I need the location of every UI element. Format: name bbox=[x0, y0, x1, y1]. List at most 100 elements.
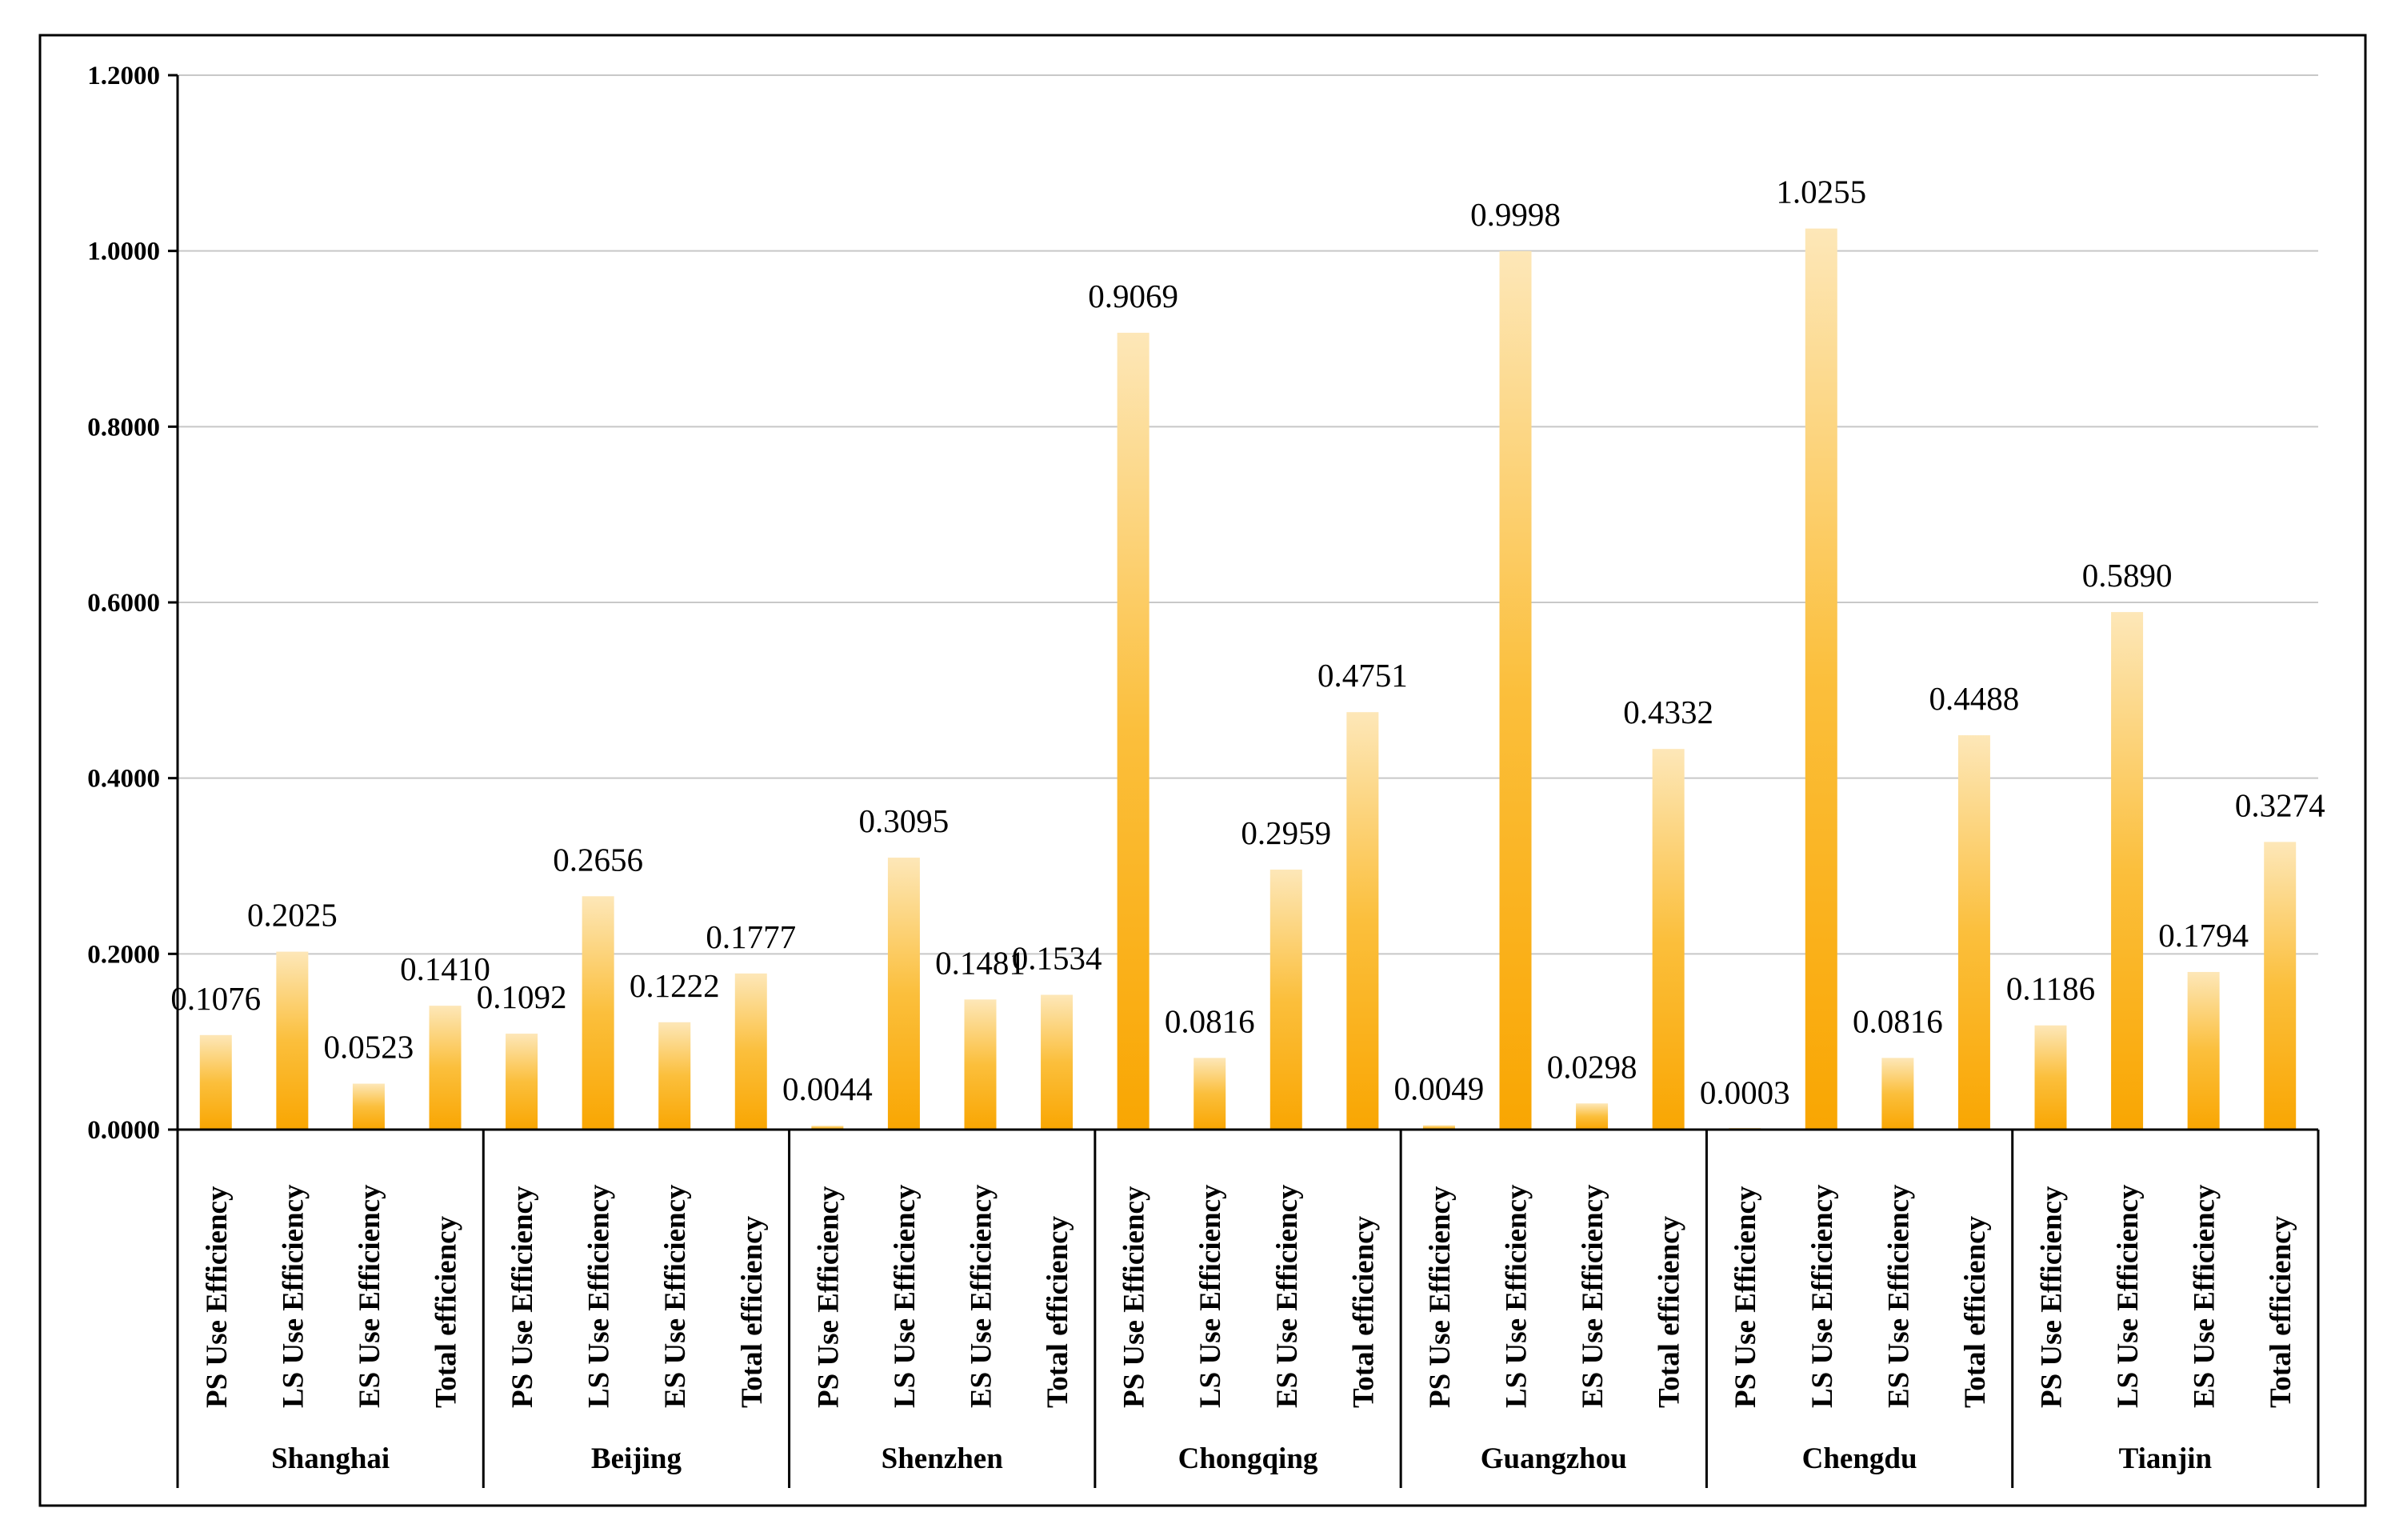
x-category-label: PS Use Efficiency bbox=[1424, 1186, 1457, 1408]
bar[interactable] bbox=[734, 973, 767, 1130]
x-category-label: Total efficiency bbox=[1042, 1215, 1074, 1408]
x-category-label: ES Use Efficiency bbox=[1271, 1184, 1304, 1408]
bar[interactable] bbox=[276, 951, 309, 1130]
data-label: 0.2025 bbox=[247, 897, 338, 934]
bar[interactable] bbox=[429, 1006, 462, 1130]
x-category-label: LS Use Efficiency bbox=[889, 1184, 922, 1408]
data-label: 0.1794 bbox=[2158, 917, 2249, 954]
y-tick-label: 0.2000 bbox=[87, 940, 160, 969]
bar[interactable] bbox=[199, 1034, 232, 1130]
bar[interactable] bbox=[887, 858, 920, 1130]
data-label: 0.9069 bbox=[1088, 278, 1178, 314]
x-category-label: LS Use Efficiency bbox=[2112, 1184, 2145, 1408]
bar[interactable] bbox=[1576, 1103, 1609, 1130]
x-category-label: LS Use Efficiency bbox=[1501, 1184, 1533, 1408]
x-category-label: Total efficiency bbox=[430, 1215, 463, 1408]
bar[interactable] bbox=[582, 896, 614, 1130]
bar[interactable] bbox=[1269, 870, 1302, 1130]
data-label: 1.0255 bbox=[1776, 174, 1866, 210]
bars bbox=[199, 228, 2297, 1130]
x-category-label: PS Use Efficiency bbox=[1729, 1186, 1762, 1408]
data-label: 0.3274 bbox=[2235, 786, 2325, 823]
bar[interactable] bbox=[2264, 842, 2297, 1130]
x-category-label: ES Use Efficiency bbox=[354, 1184, 386, 1408]
bar[interactable] bbox=[1117, 332, 1150, 1130]
y-tick-label: 0.0000 bbox=[87, 1116, 160, 1145]
bar[interactable] bbox=[658, 1022, 691, 1130]
y-tick-label: 0.4000 bbox=[87, 765, 160, 794]
data-label: 0.0523 bbox=[324, 1029, 414, 1066]
bar[interactable] bbox=[1499, 250, 1532, 1130]
x-category-label: ES Use Efficiency bbox=[1882, 1184, 1915, 1408]
group-label: Shenzhen bbox=[882, 1442, 1004, 1475]
data-label: 0.1076 bbox=[170, 980, 261, 1017]
group-label: Guangzhou bbox=[1481, 1442, 1627, 1475]
data-label: 0.0298 bbox=[1547, 1048, 1637, 1085]
x-category-label: ES Use Efficiency bbox=[659, 1184, 692, 1408]
data-label: 0.4488 bbox=[1929, 680, 2020, 717]
group-label: Chengdu bbox=[1802, 1442, 1917, 1475]
data-label: 0.1777 bbox=[706, 918, 796, 955]
bar[interactable] bbox=[964, 999, 997, 1130]
group-label: Beijing bbox=[591, 1442, 682, 1475]
bar[interactable] bbox=[2187, 971, 2220, 1130]
data-label: 0.5890 bbox=[2082, 557, 2173, 594]
bar[interactable] bbox=[811, 1126, 844, 1130]
data-label: 0.0816 bbox=[1165, 1002, 1255, 1039]
bar[interactable] bbox=[1194, 1058, 1226, 1130]
bar[interactable] bbox=[1652, 749, 1685, 1130]
group-label: Tianjin bbox=[2119, 1442, 2213, 1475]
data-label: 0.0816 bbox=[1853, 1002, 1943, 1039]
data-label: 0.4332 bbox=[1623, 694, 1713, 730]
bar[interactable] bbox=[1881, 1058, 1914, 1130]
data-label: 0.2656 bbox=[553, 841, 643, 878]
outer-frame bbox=[38, 34, 2367, 1507]
x-category-label: PS Use Efficiency bbox=[201, 1186, 234, 1408]
x-category-label: ES Use Efficiency bbox=[1577, 1184, 1609, 1408]
x-category-label: Total efficiency bbox=[2265, 1215, 2297, 1408]
group-label: Chongqing bbox=[1178, 1442, 1318, 1475]
group-label: Shanghai bbox=[271, 1442, 390, 1475]
x-category-label: LS Use Efficiency bbox=[1194, 1184, 1227, 1408]
bar[interactable] bbox=[352, 1083, 385, 1130]
data-label: 0.0003 bbox=[1700, 1074, 1790, 1111]
bar[interactable] bbox=[1041, 994, 1074, 1130]
x-category-label: LS Use Efficiency bbox=[1806, 1184, 1839, 1408]
x-category-label: Total efficiency bbox=[1959, 1215, 1992, 1408]
data-label: 0.1534 bbox=[1012, 940, 1102, 977]
bar[interactable] bbox=[1422, 1125, 1455, 1130]
y-tick-label: 1.0000 bbox=[87, 238, 160, 266]
axes bbox=[168, 74, 2320, 1488]
x-category-label: PS Use Efficiency bbox=[2036, 1186, 2069, 1408]
x-category-label: ES Use Efficiency bbox=[2189, 1184, 2221, 1408]
bar[interactable] bbox=[1957, 735, 1990, 1130]
data-label: 0.1410 bbox=[400, 950, 490, 987]
data-label: 0.0044 bbox=[782, 1070, 873, 1107]
x-category-label: Total efficiency bbox=[1347, 1215, 1380, 1408]
bar[interactable] bbox=[2034, 1025, 2067, 1130]
x-category-label: PS Use Efficiency bbox=[812, 1186, 845, 1408]
x-category-label: PS Use Efficiency bbox=[1118, 1186, 1151, 1408]
data-label: 0.1092 bbox=[477, 978, 567, 1015]
y-tick-label: 0.6000 bbox=[87, 589, 160, 618]
x-category-label: LS Use Efficiency bbox=[583, 1184, 616, 1408]
bar[interactable] bbox=[2111, 612, 2144, 1130]
x-category-label: Total efficiency bbox=[1653, 1215, 1686, 1408]
data-label: 0.1222 bbox=[630, 967, 720, 1004]
data-label: 0.4751 bbox=[1317, 657, 1408, 694]
data-label: 0.1481 bbox=[935, 944, 1026, 981]
x-category-label: PS Use Efficiency bbox=[506, 1186, 539, 1408]
labels: 0.0000 0.2000 0.4000 0.6000 0.8000 1.0000 1.20… bbox=[87, 62, 2325, 1475]
y-tick-label: 0.8000 bbox=[87, 413, 160, 442]
data-label: 0.3095 bbox=[859, 802, 950, 839]
data-label: 0.9998 bbox=[1470, 196, 1561, 233]
y-tick-label: 1.2000 bbox=[87, 62, 160, 90]
x-category-label: LS Use Efficiency bbox=[277, 1184, 310, 1408]
bar[interactable] bbox=[1346, 712, 1379, 1130]
bar[interactable] bbox=[1805, 228, 1837, 1130]
data-label: 0.1186 bbox=[2006, 970, 2095, 1007]
x-category-label: Total efficiency bbox=[736, 1215, 769, 1408]
bar[interactable] bbox=[506, 1034, 538, 1130]
